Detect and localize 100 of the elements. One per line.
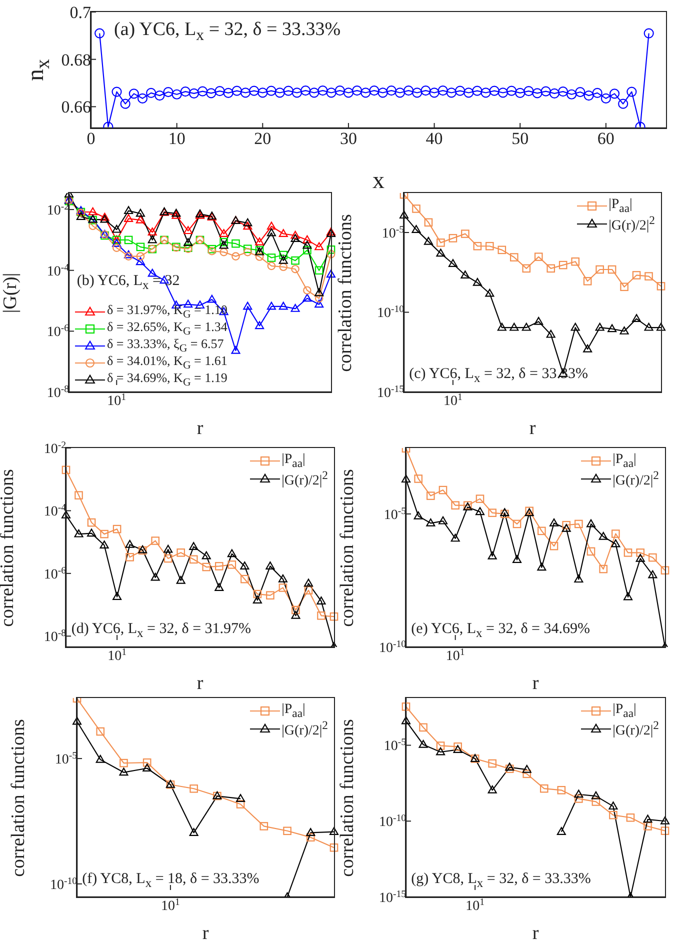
legend-label: δ = 34.69%, K$_{G}$ = 1.19 <box>107 370 228 389</box>
y-tick-label: 0.7 <box>70 2 92 22</box>
point <box>164 544 173 553</box>
point <box>112 224 122 233</box>
x-tick-label: 10$^{1}$ <box>446 646 465 664</box>
point <box>644 322 654 331</box>
point <box>124 236 133 244</box>
legend-label: |G(r)/2|$^{2}$ <box>282 718 328 740</box>
point <box>414 474 422 483</box>
point <box>302 240 312 249</box>
legend-label: δ = 32.65%, K$_{G}$ = 1.34 <box>107 319 228 338</box>
x-tick-label: 10$^{1}$ <box>107 392 126 409</box>
legend-label: |P$_{aa}$| <box>612 452 636 470</box>
point <box>556 827 566 835</box>
point <box>436 238 445 247</box>
point <box>448 234 458 242</box>
point <box>306 833 315 842</box>
point <box>330 612 338 621</box>
point <box>574 520 583 528</box>
point <box>608 802 618 810</box>
point <box>189 555 198 564</box>
annotation: (e) YC6, L$_{x}$ = 32, δ = 34.69% <box>411 621 590 642</box>
point <box>424 236 433 245</box>
point <box>488 759 496 768</box>
point <box>461 230 470 238</box>
point <box>148 228 157 236</box>
x-axis-title: r <box>532 673 539 695</box>
annotation: (g) YC8, L$_{x}$ = 32, δ = 33.33% <box>411 871 591 892</box>
point <box>266 591 274 600</box>
point <box>278 229 288 237</box>
legend-label: |G(r)/2|$^{2}$ <box>282 468 328 490</box>
point <box>485 288 494 297</box>
point <box>232 239 240 248</box>
point <box>426 492 435 500</box>
point <box>142 758 152 767</box>
point <box>164 554 172 563</box>
point <box>302 294 312 302</box>
point <box>660 826 670 835</box>
annotation: (a) YC6, L$_{x}$ = 32, δ = 33.33% <box>114 18 341 45</box>
point <box>424 218 433 227</box>
point <box>232 252 240 260</box>
point <box>546 330 556 338</box>
y-axis-title: correlation functions <box>337 468 359 626</box>
point <box>644 822 652 830</box>
point <box>189 828 198 836</box>
point <box>252 596 262 604</box>
point <box>220 248 228 256</box>
point <box>184 238 193 246</box>
point <box>136 242 145 252</box>
y-tick-label: 10$^{-4}$ <box>44 502 66 520</box>
point <box>136 208 145 217</box>
point <box>660 816 670 824</box>
point <box>279 250 288 260</box>
legend-label: |G(r)/2|$^{2}$ <box>612 468 659 490</box>
point <box>401 474 411 483</box>
point <box>583 344 592 352</box>
point <box>255 321 264 330</box>
point <box>100 214 110 223</box>
point <box>124 214 134 222</box>
point <box>436 747 446 756</box>
point <box>522 764 532 773</box>
point <box>172 210 181 219</box>
x-tick-label: 10$^{1}$ <box>444 392 462 409</box>
point <box>438 516 448 524</box>
point <box>267 254 276 262</box>
x-tick-label: 60 <box>597 129 614 148</box>
y-axis-title: correlation functions <box>335 214 357 372</box>
point <box>522 264 531 273</box>
point <box>636 554 645 562</box>
point <box>290 234 300 242</box>
point <box>189 542 198 550</box>
point <box>88 222 97 230</box>
point <box>546 264 556 273</box>
point <box>558 260 568 270</box>
point <box>608 265 616 274</box>
point <box>648 553 657 562</box>
point <box>624 548 632 557</box>
point <box>61 510 71 518</box>
x-tick-label: 10 <box>168 129 186 148</box>
point <box>125 540 134 548</box>
x-tick-label: 50 <box>512 129 529 148</box>
point <box>240 574 249 584</box>
point <box>227 549 236 558</box>
x-axis-title: r <box>202 923 209 945</box>
point <box>112 592 122 600</box>
point <box>306 828 316 836</box>
point <box>450 534 460 542</box>
point <box>414 511 423 520</box>
point <box>207 294 216 303</box>
point <box>290 304 300 312</box>
point <box>255 237 264 246</box>
point <box>436 742 445 750</box>
point <box>243 244 252 253</box>
point <box>184 300 193 308</box>
point <box>612 530 620 538</box>
point <box>112 244 121 252</box>
x-axis-title: r <box>196 418 204 440</box>
x-axis-title: x <box>372 168 384 195</box>
point <box>219 240 228 249</box>
point <box>314 294 324 303</box>
